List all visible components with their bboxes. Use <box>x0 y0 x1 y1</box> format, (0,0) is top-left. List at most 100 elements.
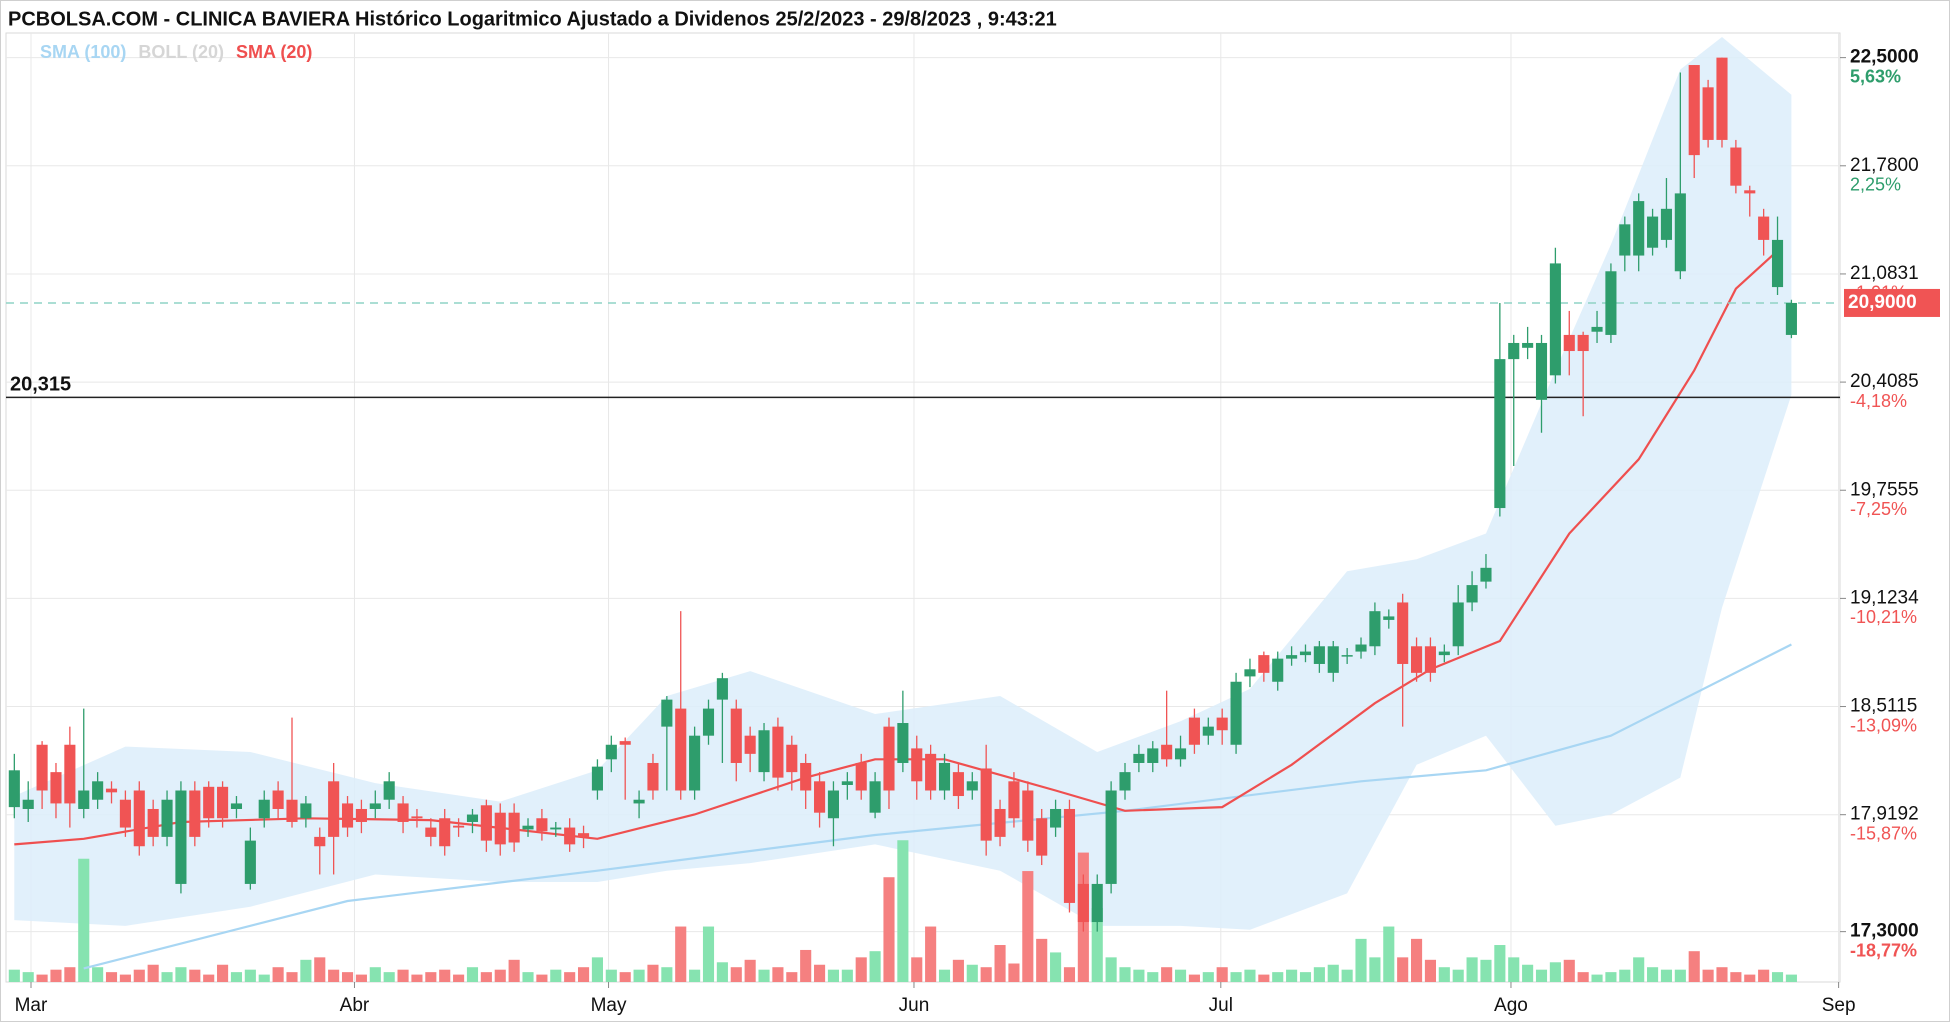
volume-bar <box>439 969 451 982</box>
candle-body <box>1147 748 1159 763</box>
volume-bar <box>1244 969 1256 982</box>
volume-bar <box>175 967 187 982</box>
candle-body <box>1452 602 1464 647</box>
volume-bar <box>1508 957 1520 982</box>
volume-bar <box>1147 972 1159 982</box>
volume-bar <box>1438 967 1450 982</box>
candle-body <box>1077 883 1089 923</box>
candle-body <box>1161 744 1173 760</box>
candle-body <box>1272 658 1284 682</box>
candle-body <box>1105 790 1117 884</box>
volume-bar <box>1299 972 1312 982</box>
candle-body <box>1355 644 1367 652</box>
candle-body <box>494 812 506 845</box>
volume-bar <box>1105 957 1117 982</box>
plot-area <box>5 32 1841 983</box>
volume-bar <box>1452 969 1464 982</box>
candle-body <box>1313 646 1325 664</box>
volume-bar <box>119 974 131 982</box>
y-tick-label: 20,4085 <box>1850 371 1919 392</box>
volume-bar <box>1563 959 1575 982</box>
last-price-label: 20,9000 <box>1848 292 1917 313</box>
volume-bar <box>1674 969 1686 982</box>
volume-bar <box>1605 972 1617 982</box>
candle-body <box>966 781 978 791</box>
volume-bar <box>633 969 645 982</box>
x-tick-label: Mar <box>15 995 48 1016</box>
candle-body <box>1605 271 1617 335</box>
volume-bar <box>591 957 603 982</box>
candle-body <box>702 708 715 736</box>
volume-bar <box>105 972 118 982</box>
volume-bar <box>619 972 631 982</box>
y-tick-change: -4,18% <box>1850 391 1907 411</box>
candle-body <box>911 748 923 782</box>
volume-bar <box>1091 908 1103 982</box>
candle-body <box>383 781 395 800</box>
volume-bar <box>92 967 104 982</box>
candle-body <box>1438 651 1450 656</box>
volume-bar <box>147 964 159 982</box>
volume-bar <box>883 877 895 982</box>
candle-body <box>1036 818 1048 856</box>
candle-body <box>466 814 479 822</box>
candle-body <box>883 726 895 791</box>
volume-bar <box>1133 969 1145 982</box>
volume-bar <box>1341 969 1353 982</box>
volume-bar <box>258 974 270 982</box>
candle-body <box>1688 65 1700 156</box>
volume-bar <box>994 945 1006 982</box>
candle-body <box>244 840 256 884</box>
candle-body <box>980 768 992 841</box>
candle-body <box>1369 611 1381 647</box>
candle-body <box>994 808 1006 837</box>
candle-body <box>1549 263 1561 376</box>
y-tick-label: 18,5115 <box>1850 696 1917 717</box>
candle-body <box>1730 147 1742 186</box>
volume-bar <box>22 972 34 982</box>
candle-body <box>1480 567 1492 582</box>
volume-bar <box>1494 945 1506 982</box>
volume-bar <box>1633 957 1645 982</box>
y-tick-label: 17,3000 <box>1850 921 1919 942</box>
candle-body <box>1174 748 1187 760</box>
candle-body <box>1244 669 1256 677</box>
volume-bar <box>1258 974 1270 982</box>
candle-body <box>744 735 756 754</box>
x-tick-label: Abr <box>340 995 370 1016</box>
x-tick-label: Jun <box>899 995 930 1016</box>
volume-bar <box>1660 969 1673 982</box>
candle-body <box>633 799 645 804</box>
candle-body <box>1522 342 1534 348</box>
candle-body <box>1563 334 1575 352</box>
volume-bar <box>1050 952 1062 982</box>
volume-bar <box>1716 967 1728 982</box>
y-tick-change: 5,63% <box>1850 66 1901 86</box>
volume-bar <box>689 969 701 982</box>
candle-body <box>314 836 326 847</box>
volume-bar <box>425 972 437 982</box>
candle-body <box>1008 781 1020 819</box>
volume-bar <box>1771 972 1784 982</box>
volume-bar <box>1369 957 1381 982</box>
candle-body <box>508 812 520 843</box>
candle-body <box>300 803 312 819</box>
volume-bar <box>78 858 90 982</box>
volume-bar <box>8 969 20 982</box>
volume-bar <box>536 974 548 982</box>
volume-bar <box>786 972 798 982</box>
volume-bar <box>1522 964 1534 982</box>
volume-bar <box>411 974 423 982</box>
volume-bar <box>1702 969 1714 982</box>
volume-bar <box>702 926 715 982</box>
candle-body <box>577 833 590 837</box>
last-price-box <box>1844 288 1940 317</box>
candle-body <box>286 799 298 822</box>
volume-bar <box>230 972 243 982</box>
volume-bar <box>1286 969 1298 982</box>
candle-body <box>36 744 48 791</box>
candle-body <box>786 744 798 773</box>
volume-bar <box>64 967 76 982</box>
